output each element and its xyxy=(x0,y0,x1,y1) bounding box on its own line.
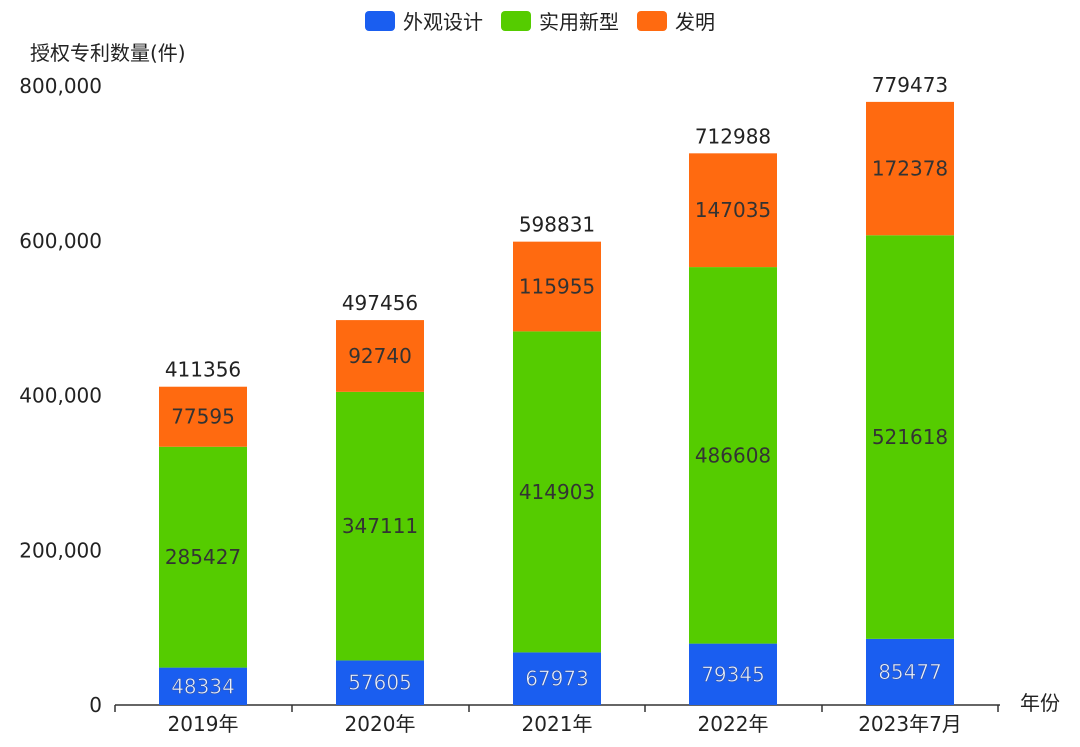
y-tick-label: 400,000 xyxy=(19,384,102,408)
y-tick-label: 0 xyxy=(89,693,102,717)
x-tick-label: 2022年 xyxy=(698,712,769,736)
segment-value-label: 67973 xyxy=(525,667,589,691)
bar-segment-design[interactable] xyxy=(336,660,424,705)
segment-value-label: 521618 xyxy=(872,425,948,449)
legend-item-design[interactable]: 外观设计 xyxy=(365,6,483,35)
x-tick-label: 2020年 xyxy=(345,712,416,736)
bar-segment-utility[interactable] xyxy=(513,331,601,653)
segment-value-label: 486608 xyxy=(695,443,771,467)
bars xyxy=(159,101,954,705)
segment-value-label: 115955 xyxy=(519,275,595,299)
segment-value-label: 57605 xyxy=(348,671,412,695)
segment-value-label: 48334 xyxy=(171,674,235,698)
legend-label-invention: 发明 xyxy=(675,10,715,34)
y-axis-title: 授权专利数量(件) xyxy=(30,41,186,65)
total-value-label: 411356 xyxy=(165,358,241,382)
segment-value-label: 92740 xyxy=(348,344,412,368)
bar-segment-design[interactable] xyxy=(689,643,777,705)
total-value-label: 598831 xyxy=(519,213,595,237)
y-tick-label: 200,000 xyxy=(19,538,102,562)
bar-segment-invention[interactable] xyxy=(513,241,601,332)
value-labels: 48334 285427 77595 411356 57605 347111 92740 49… xyxy=(165,73,948,699)
segment-value-label: 285427 xyxy=(165,545,241,569)
bar-segment-utility[interactable] xyxy=(159,446,247,668)
legend-item-invention[interactable]: 发明 xyxy=(637,6,715,35)
segment-value-label: 172378 xyxy=(872,157,948,181)
legend-swatch-design xyxy=(365,10,395,31)
x-ticks: 2019年 2020年 2021年 2022年 2023年7月 xyxy=(114,705,999,736)
legend-swatch-utility xyxy=(501,10,531,31)
segment-value-label: 347111 xyxy=(342,514,418,538)
bar-segment-utility[interactable] xyxy=(866,235,954,639)
bar-segment-design[interactable] xyxy=(866,638,954,705)
y-tick-label: 600,000 xyxy=(19,229,102,253)
segment-value-label: 147035 xyxy=(695,198,771,222)
bar-segment-utility[interactable] xyxy=(689,267,777,644)
segment-value-label: 79345 xyxy=(701,662,765,686)
segment-value-label: 77595 xyxy=(171,405,235,429)
bar-segment-invention[interactable] xyxy=(336,320,424,392)
bar-segment-design[interactable] xyxy=(513,652,601,705)
legend-swatch-invention xyxy=(637,10,667,31)
segment-value-label: 414903 xyxy=(519,480,595,504)
bar-segment-invention[interactable] xyxy=(689,153,777,268)
bar-segment-invention[interactable] xyxy=(866,101,954,236)
bar-segment-design[interactable] xyxy=(159,667,247,705)
legend: 外观设计 实用新型 发明 xyxy=(0,6,1080,35)
bar-segment-utility[interactable] xyxy=(336,391,424,661)
x-tick-label: 2019年 xyxy=(168,712,239,736)
total-value-label: 712988 xyxy=(695,124,771,148)
y-tick-label: 800,000 xyxy=(19,74,102,98)
total-value-label: 497456 xyxy=(342,291,418,315)
legend-label-design: 外观设计 xyxy=(403,10,483,34)
y-ticks: 0 200,000 400,000 600,000 800,000 xyxy=(19,74,102,717)
x-axis-title: 年份 xyxy=(1020,691,1060,715)
bar-segment-invention[interactable] xyxy=(159,386,247,447)
x-tick-label: 2023年7月 xyxy=(858,712,962,736)
segment-value-label: 85477 xyxy=(878,660,942,684)
legend-item-utility[interactable]: 实用新型 xyxy=(501,6,619,35)
total-value-label: 779473 xyxy=(872,73,948,97)
x-tick-label: 2021年 xyxy=(522,712,593,736)
legend-label-utility: 实用新型 xyxy=(539,10,619,34)
